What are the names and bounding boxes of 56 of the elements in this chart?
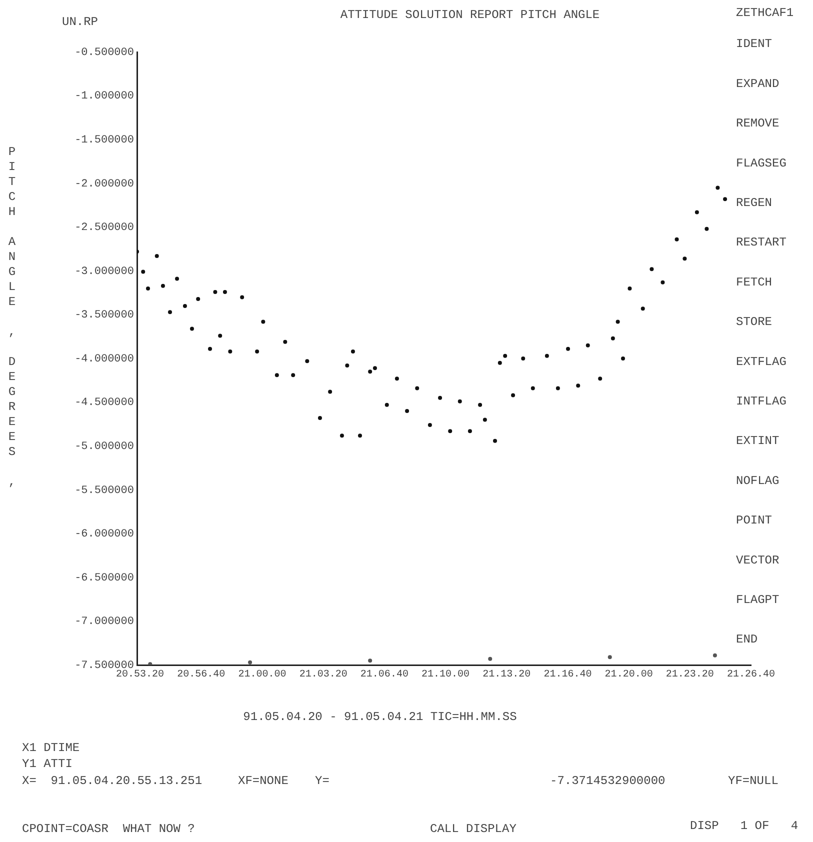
y-tick-label: -7.000000 xyxy=(74,616,134,628)
annotation: REMOVE xyxy=(736,116,780,131)
text: X1 DTIME xyxy=(22,741,80,756)
x-tick-label: 21.20.00 xyxy=(604,670,653,681)
y-tick-label: -1.000000 xyxy=(74,90,134,103)
annotation: EXTINT xyxy=(736,434,780,448)
y-tick-label: -5.000000 xyxy=(74,440,134,453)
x-tick-label: 21.10.00 xyxy=(422,670,470,681)
annotation: END xyxy=(736,632,758,647)
x-tick-label: 21.06.40 xyxy=(360,670,408,681)
y-tick-label: -2.000000 xyxy=(74,178,134,190)
x-tick-label: 20.53.20 xyxy=(116,670,164,681)
text: CPOINT=COASR WHAT NOW ? xyxy=(22,822,195,836)
text: XF=NONE xyxy=(238,774,288,788)
annotation: RESTART xyxy=(736,236,786,250)
y-tick-label: -3.000000 xyxy=(74,266,134,278)
text: X= 91.05.04.20.55.13.251 xyxy=(22,774,202,788)
text: DISP 1 OF 4 xyxy=(690,819,798,834)
text: PITCH ANGLE , DEGREES , xyxy=(8,145,16,490)
chart-title: ATTITUDE SOLUTION REPORT PITCH ANGLE xyxy=(340,8,600,22)
text: IDENT xyxy=(736,37,772,52)
y-tick-label: -4.000000 xyxy=(74,353,134,366)
y-tick-label: -2.500000 xyxy=(74,222,134,234)
annotation: STORE xyxy=(736,315,772,330)
y-tick-label: -6.500000 xyxy=(74,572,134,584)
annotation: INTFLAG xyxy=(736,394,786,408)
annotation: NOFLAG xyxy=(736,474,780,488)
x-tick-label: 21.03.20 xyxy=(299,670,348,681)
y-tick-label: -4.500000 xyxy=(74,397,134,410)
annotation: FLAGSEG xyxy=(736,156,786,170)
annotation: VECTOR xyxy=(736,553,780,568)
x-axis-title: 91.05.04.20 - 91.05.04.21 TIC=HH.MM.SS xyxy=(243,710,517,724)
text: CALL DISPLAY xyxy=(430,822,516,836)
text: -7.3714532900000 xyxy=(550,774,666,788)
text: UN.RP xyxy=(62,15,98,30)
x-tick-label: 21.23.20 xyxy=(666,670,714,681)
x-tick-label: 21.13.20 xyxy=(482,670,531,681)
y-tick-label: -6.000000 xyxy=(74,528,134,541)
annotation: POINT xyxy=(736,514,772,528)
x-tick-label: 20.56.40 xyxy=(177,670,226,681)
text: Y= xyxy=(315,774,330,788)
x-tick-label: 21.16.40 xyxy=(544,670,592,681)
annotation: EXTFLAG xyxy=(736,354,786,369)
x-tick-label: 21.26.40 xyxy=(726,670,776,681)
annotation: FETCH xyxy=(736,275,772,290)
annotation: FLAGPT xyxy=(736,592,780,607)
y-tick-label: -3.500000 xyxy=(74,310,134,322)
x-tick-label: 21.00.00 xyxy=(238,670,286,681)
text: ZETHCAF1 xyxy=(736,6,794,20)
y-tick-label: -1.500000 xyxy=(74,134,134,146)
annotation: EXPAND xyxy=(736,76,780,91)
text: Y1 ATTI xyxy=(22,757,72,772)
text: YF=NULL xyxy=(728,774,778,788)
annotation: REGEN xyxy=(736,196,772,210)
y-tick-label: -0.500000 xyxy=(74,46,134,59)
y-tick-label: -5.500000 xyxy=(74,484,134,497)
